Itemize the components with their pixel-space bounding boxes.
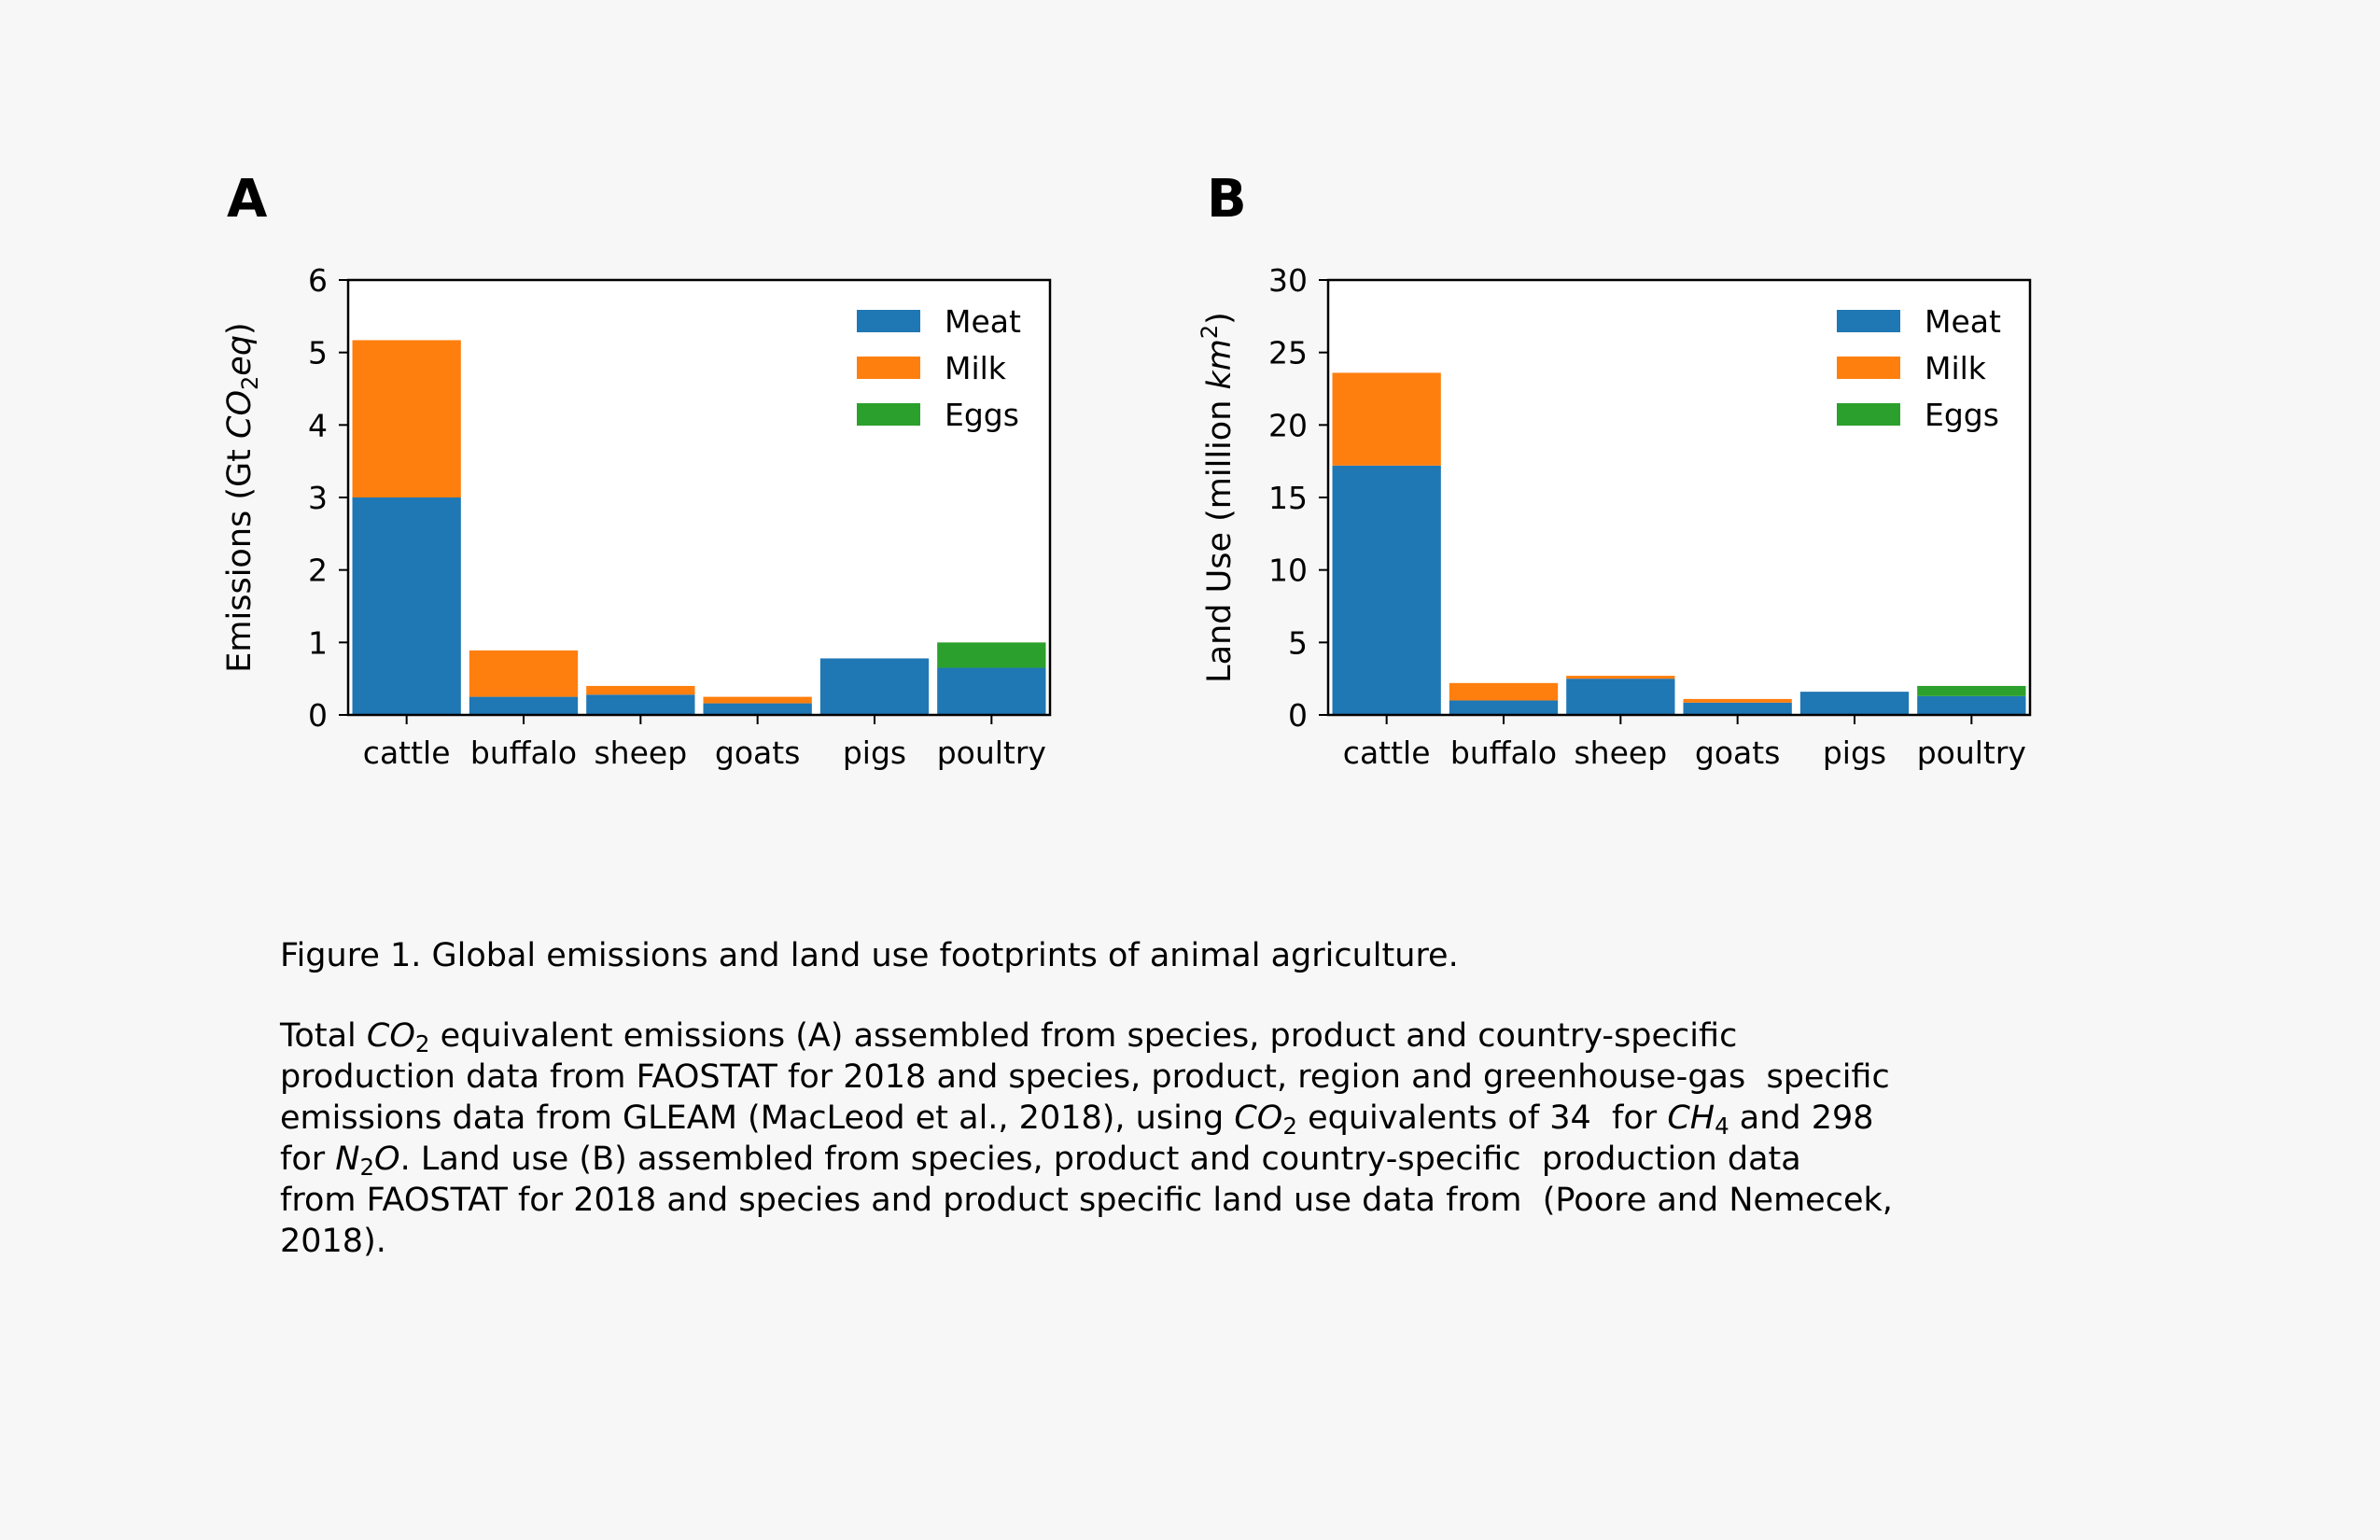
y-tick-label: 0 (308, 697, 328, 734)
caption-text: and 298 (1729, 1099, 1874, 1137)
y-tick-label: 2 (308, 553, 328, 589)
formula-subscript: 2 (1282, 1113, 1297, 1141)
bar-meat-poultry (937, 667, 1046, 715)
bar-milk-cattle (352, 340, 461, 497)
bar-milk-sheep (1566, 676, 1675, 679)
bar-meat-buffalo (469, 696, 579, 715)
bar-meat-buffalo (1449, 700, 1559, 715)
caption-line: production data from FAOSTAT for 2018 an… (280, 1058, 1890, 1096)
x-tick-label: cattle (1343, 735, 1431, 771)
legend-label: Milk (1925, 350, 1987, 386)
formula-subscript: 2 (359, 1154, 375, 1182)
y-tick-label: 5 (308, 335, 328, 371)
bar-milk-cattle (1332, 372, 1441, 466)
bar-meat-goats (703, 703, 812, 715)
caption-line: emissions data from GLEAM (MacLeod et al… (280, 1098, 2109, 1139)
caption-text: . Land use (B) assembled from species, p… (399, 1141, 1801, 1178)
bar-meat-cattle (352, 497, 461, 715)
y-axis-label: Land Use (million km2) (1197, 312, 1239, 683)
y-tick-label: 6 (308, 262, 328, 299)
bar-milk-goats (1683, 698, 1792, 703)
legend-label: Milk (945, 350, 1007, 386)
caption-text: emissions data from GLEAM (MacLeod et al… (280, 1099, 1235, 1137)
caption-text: Total (280, 1017, 367, 1055)
co2-formula: CO2 (1234, 1099, 1297, 1141)
y-tick-label: 30 (1268, 262, 1308, 299)
x-tick-label: buffalo (470, 735, 577, 771)
y-axis-label: Emissions (Gt CO2eq) (221, 322, 263, 672)
bar-milk-sheep (586, 685, 695, 695)
panel-letter: A (227, 169, 268, 230)
x-tick-label: goats (715, 735, 801, 771)
caption-line: from FAOSTAT for 2018 and species and pr… (280, 1182, 1893, 1219)
x-tick-label: sheep (1574, 735, 1667, 771)
y-tick-label: 0 (1288, 697, 1308, 734)
formula-base: N (335, 1141, 360, 1178)
bar-meat-sheep (586, 694, 695, 715)
caption-text: equivalents of 34 for (1296, 1099, 1668, 1137)
caption-line: Total CO2 equivalent emissions (A) assem… (280, 1015, 2109, 1057)
bar-milk-buffalo (469, 650, 579, 697)
figure-caption-body: Total CO2 equivalent emissions (A) assem… (280, 1015, 2109, 1262)
figure-caption-title: Figure 1. Global emissions and land use … (280, 937, 1459, 974)
caption-line: for N2O. Land use (B) assembled from spe… (280, 1139, 2109, 1180)
formula-base: O (374, 1141, 400, 1178)
plot-area (1328, 280, 2030, 715)
caption-text: for (280, 1141, 336, 1178)
formula-subscript: 4 (1715, 1113, 1729, 1141)
legend-swatch-milk (857, 357, 920, 379)
co2-formula: CO2 (366, 1017, 430, 1058)
plot-area (348, 280, 1050, 715)
bar-eggs-poultry (937, 642, 1046, 668)
caption-line: 2018). (280, 1223, 386, 1260)
legend-swatch-meat (1837, 310, 1900, 332)
ch4-formula: CH4 (1667, 1099, 1729, 1141)
legend-swatch-eggs (1837, 403, 1900, 426)
y-tick-label: 25 (1268, 335, 1308, 371)
bar-meat-sheep (1566, 679, 1675, 715)
legend-label: Eggs (945, 397, 1019, 433)
x-tick-label: cattle (363, 735, 451, 771)
legend-label: Meat (945, 303, 1021, 340)
x-tick-label: buffalo (1450, 735, 1557, 771)
x-tick-label: poultry (1917, 735, 2026, 771)
x-tick-label: pigs (843, 735, 906, 771)
formula-base: CO (366, 1017, 415, 1055)
caption-text: equivalent emissions (A) assembled from … (429, 1017, 1738, 1055)
y-tick-label: 15 (1268, 480, 1308, 516)
n2o-formula: N2O (335, 1141, 400, 1182)
y-tick-label: 20 (1268, 407, 1308, 443)
formula-base: CH (1667, 1099, 1715, 1137)
bar-meat-poultry (1917, 695, 2026, 715)
bar-meat-goats (1683, 702, 1792, 715)
formula-base: CO (1234, 1099, 1283, 1137)
bar-milk-goats (703, 696, 812, 704)
bar-milk-buffalo (1449, 682, 1559, 701)
y-tick-label: 3 (308, 480, 328, 516)
y-tick-label: 10 (1268, 553, 1308, 589)
y-tick-label: 4 (308, 407, 328, 443)
legend-label: Eggs (1925, 397, 1999, 433)
bar-eggs-poultry (1917, 685, 2026, 696)
y-tick-label: 1 (308, 624, 328, 661)
formula-subscript: 2 (414, 1030, 430, 1058)
y-tick-label: 5 (1288, 624, 1308, 661)
x-tick-label: pigs (1823, 735, 1886, 771)
bar-meat-pigs (1799, 692, 1910, 715)
x-tick-label: poultry (937, 735, 1046, 771)
legend-swatch-meat (857, 310, 920, 332)
x-tick-label: sheep (594, 735, 687, 771)
panel-letter: B (1207, 169, 1247, 230)
legend-label: Meat (1925, 303, 2001, 340)
bar-meat-cattle (1332, 465, 1441, 715)
legend-swatch-eggs (857, 403, 920, 426)
legend-swatch-milk (1837, 357, 1900, 379)
x-tick-label: goats (1695, 735, 1781, 771)
bar-meat-pigs (819, 658, 930, 715)
